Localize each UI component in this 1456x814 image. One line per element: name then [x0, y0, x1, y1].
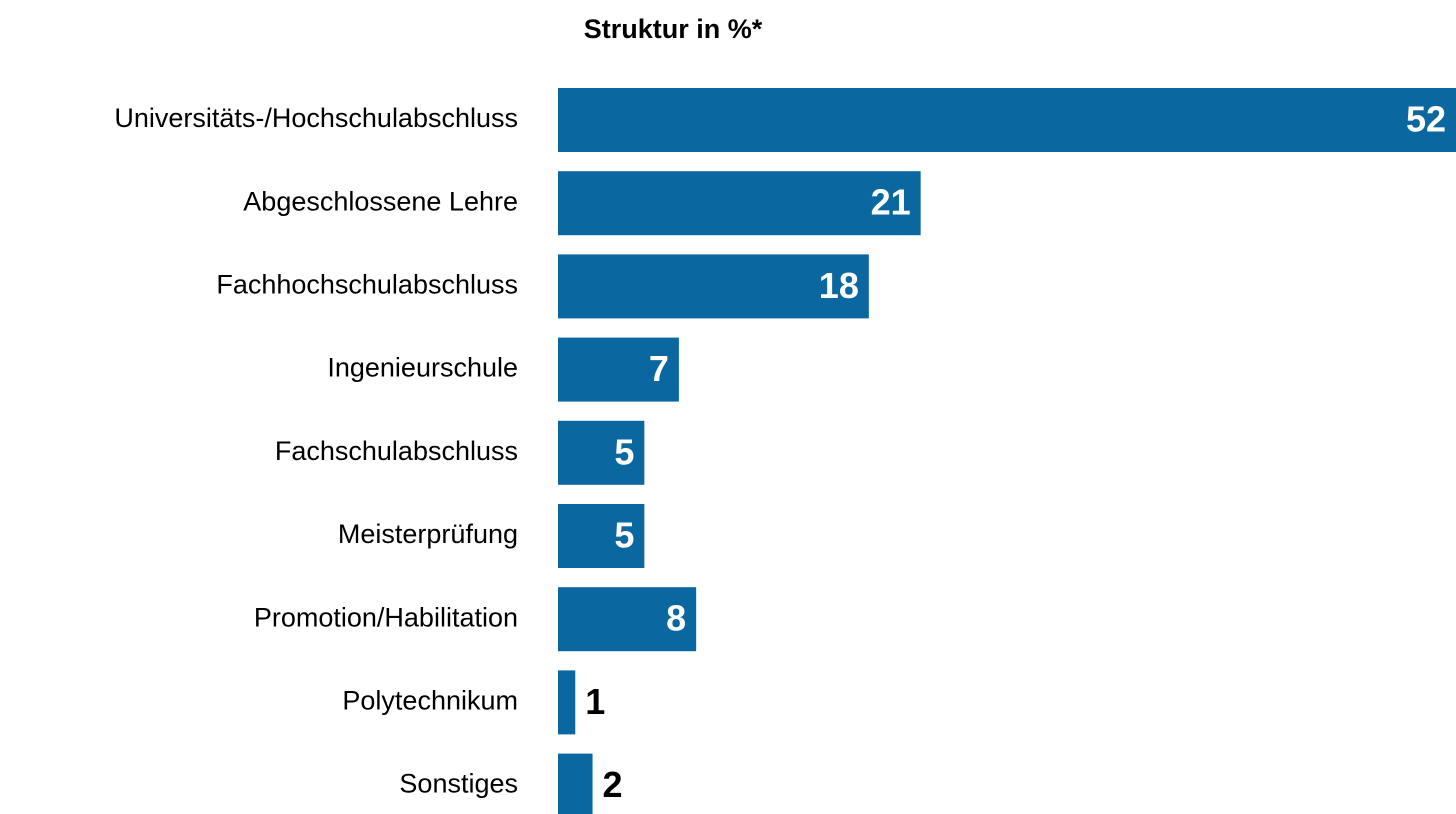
value-label: 5: [614, 431, 634, 472]
category-label: Fachschulabschluss: [275, 436, 518, 466]
bar: [558, 753, 593, 814]
category-label: Meisterprüfung: [338, 519, 518, 549]
category-label: Sonstiges: [399, 769, 518, 799]
category-label: Promotion/Habilitation: [254, 602, 518, 632]
value-label: 5: [614, 515, 634, 556]
value-label: 21: [871, 182, 911, 223]
value-label: 7: [649, 348, 669, 389]
category-label: Ingenieurschule: [327, 353, 518, 383]
value-label: 52: [1406, 99, 1446, 140]
value-label: 1: [585, 681, 605, 722]
bar: [558, 337, 679, 402]
bar: [558, 670, 576, 735]
category-label: Polytechnikum: [342, 686, 518, 716]
chart-title: Struktur in %*: [584, 14, 763, 44]
bar: [558, 254, 869, 319]
value-label: 18: [819, 265, 859, 306]
bar: [558, 171, 921, 236]
bar: [558, 587, 697, 652]
value-label: 2: [603, 764, 623, 805]
category-label: Abgeschlossene Lehre: [243, 186, 518, 216]
value-label: 8: [666, 598, 686, 639]
bar: [558, 504, 645, 568]
bar: [558, 88, 1456, 152]
bar: [558, 420, 645, 485]
category-label: Fachhochschulabschluss: [216, 270, 518, 300]
category-label: Universitäts-/Hochschulabschluss: [114, 103, 518, 133]
